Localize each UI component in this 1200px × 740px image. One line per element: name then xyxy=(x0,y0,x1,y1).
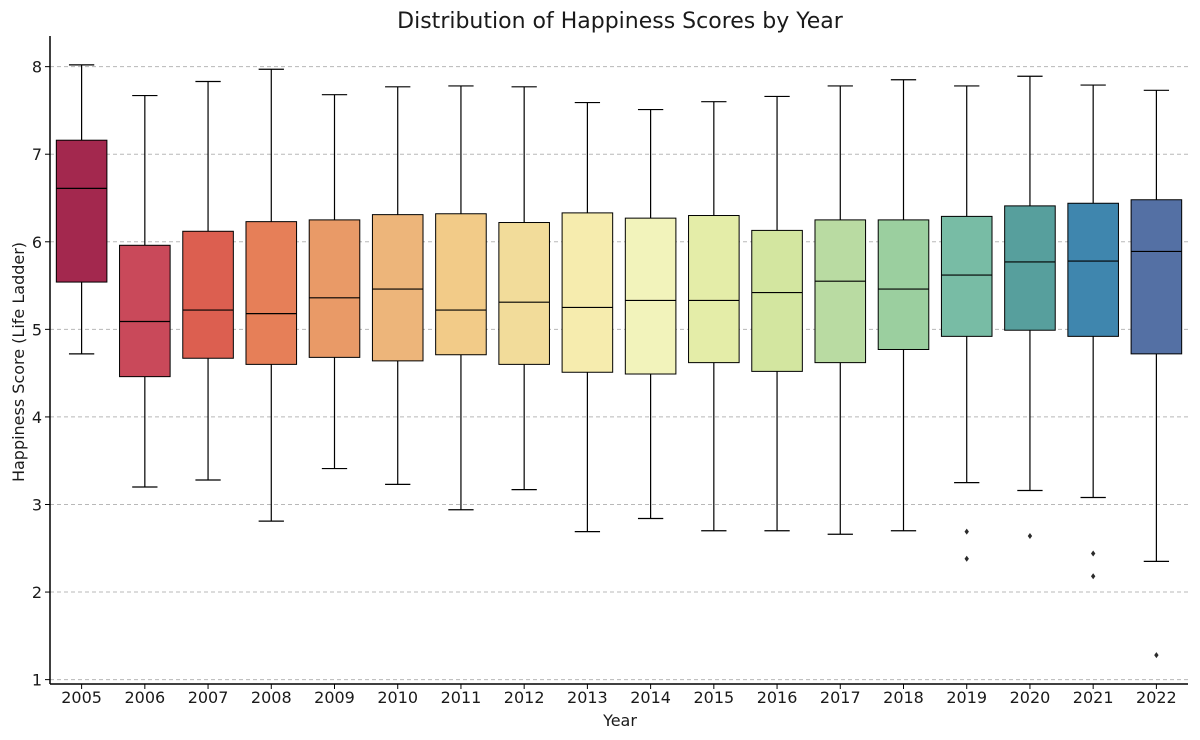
box-2016 xyxy=(751,95,803,532)
y-tick-label: 2 xyxy=(32,583,42,602)
x-axis-label: Year xyxy=(602,711,637,730)
box-iqr xyxy=(1004,205,1056,331)
y-axis-label: Happiness Score (Life Ladder) xyxy=(9,242,28,482)
box-2019 xyxy=(940,85,993,562)
x-tick-label: 2012 xyxy=(504,688,545,707)
x-tick-label: 2010 xyxy=(377,688,418,707)
box-iqr xyxy=(182,230,234,359)
y-tick-label: 6 xyxy=(32,233,42,252)
box-2020 xyxy=(1004,75,1056,540)
x-tick-label: 2019 xyxy=(946,688,987,707)
x-tick-label: 2022 xyxy=(1136,688,1177,707)
box-2006 xyxy=(119,94,171,488)
box-2017 xyxy=(814,85,867,535)
box-iqr xyxy=(498,222,550,365)
x-tick-label: 2014 xyxy=(630,688,671,707)
box-iqr xyxy=(1130,199,1183,355)
box-iqr xyxy=(751,229,803,372)
x-axis: 2005 2006 2007 2008 2009 2010 2011 2012 2013 2014… xyxy=(50,683,1188,707)
box-2012 xyxy=(498,86,550,491)
x-tick-label: 2011 xyxy=(441,688,482,707)
box-2013 xyxy=(561,101,614,533)
box-2015 xyxy=(688,101,740,532)
y-tick-label: 3 xyxy=(32,495,42,514)
x-tick-label: 2013 xyxy=(567,688,608,707)
box-2018 xyxy=(877,79,930,532)
box-2022 xyxy=(1130,89,1183,659)
box-iqr xyxy=(435,213,487,356)
chart-title: Distribution of Happiness Scores by Year xyxy=(397,9,844,34)
box-iqr xyxy=(55,139,108,283)
y-tick-label: 4 xyxy=(32,408,42,427)
y-tick-label: 5 xyxy=(32,320,42,339)
x-tick-label: 2006 xyxy=(124,688,165,707)
y-axis: 1 2 3 4 5 6 7 8 xyxy=(32,36,51,690)
box-2007 xyxy=(182,80,234,481)
x-tick-label: 2007 xyxy=(188,688,229,707)
x-tick-label: 2015 xyxy=(693,688,734,707)
outlier-point xyxy=(1090,550,1096,557)
x-tick-label: 2005 xyxy=(61,688,102,707)
box-iqr xyxy=(624,217,677,375)
y-tick-label: 1 xyxy=(32,671,42,690)
box-iqr xyxy=(561,212,614,373)
x-tick-label: 2017 xyxy=(820,688,861,707)
box-2021 xyxy=(1067,84,1119,580)
x-tick-label: 2008 xyxy=(251,688,292,707)
x-tick-label: 2009 xyxy=(314,688,355,707)
x-tick-label: 2018 xyxy=(883,688,924,707)
outlier-point xyxy=(964,528,969,535)
box-2009 xyxy=(308,94,361,470)
y-tick-label: 8 xyxy=(32,58,42,77)
box-iqr xyxy=(814,219,867,364)
boxes xyxy=(55,64,1183,659)
y-tick-label: 7 xyxy=(32,145,42,164)
box-iqr xyxy=(245,221,298,365)
box-2005 xyxy=(55,64,108,355)
box-2010 xyxy=(371,86,424,485)
box-iqr xyxy=(371,214,424,362)
x-tick-label: 2021 xyxy=(1073,688,1114,707)
outlier-point xyxy=(1027,533,1033,540)
outlier-point xyxy=(1090,573,1096,580)
outlier-point xyxy=(1154,652,1159,659)
box-2011 xyxy=(435,85,487,511)
box-2008 xyxy=(245,68,298,522)
box-iqr xyxy=(688,215,740,364)
box-2014 xyxy=(624,108,677,520)
box-iqr xyxy=(308,219,361,358)
box-iqr xyxy=(940,215,993,337)
gridlines xyxy=(50,66,1188,681)
outlier-point xyxy=(964,555,969,562)
x-tick-label: 2016 xyxy=(757,688,798,707)
box-iqr xyxy=(877,219,930,350)
box-iqr xyxy=(119,244,171,378)
x-tick-label: 2020 xyxy=(1010,688,1051,707)
box-iqr xyxy=(1067,202,1119,337)
